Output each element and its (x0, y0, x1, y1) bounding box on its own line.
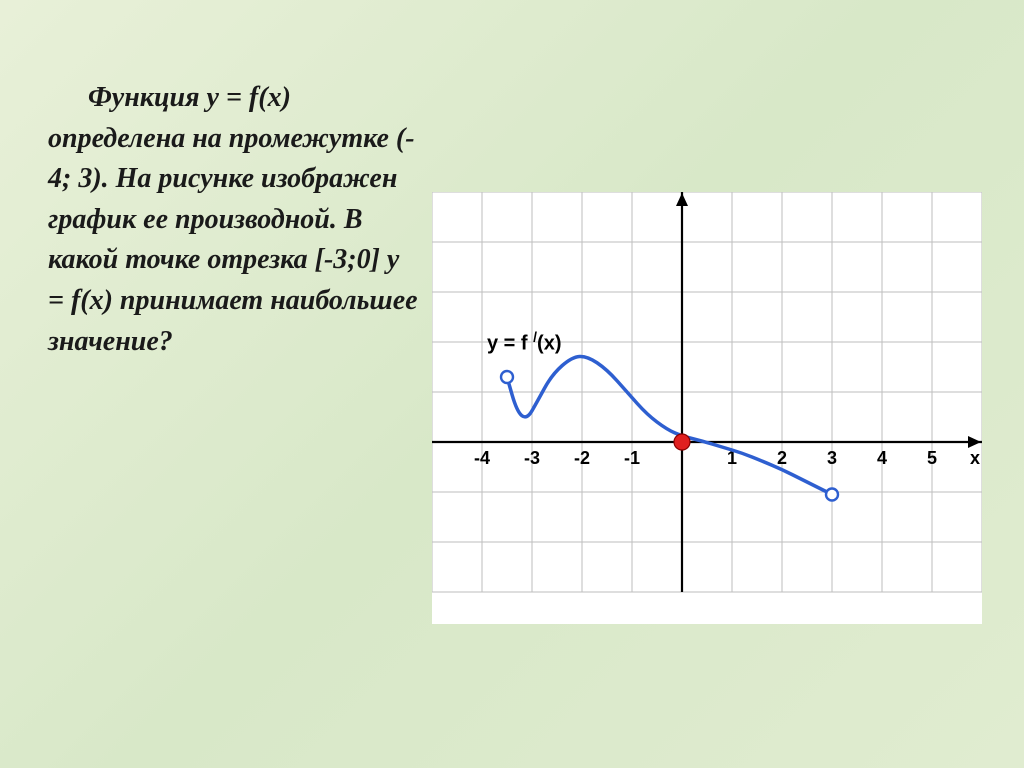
svg-text:-1: -1 (624, 448, 640, 468)
svg-text:x: x (970, 448, 980, 468)
svg-text:2: 2 (777, 448, 787, 468)
svg-text:y = f /(x): y = f /(x) (487, 329, 561, 355)
problem-statement: Функция y = f(x) определена на промежутк… (48, 78, 418, 362)
svg-text:4: 4 (877, 448, 887, 468)
derivative-chart: -4-3-2-112345xy = f /(x) (432, 192, 982, 624)
svg-text:-2: -2 (574, 448, 590, 468)
svg-text:-4: -4 (474, 448, 490, 468)
svg-text:3: 3 (827, 448, 837, 468)
svg-text:5: 5 (927, 448, 937, 468)
svg-text:-3: -3 (524, 448, 540, 468)
